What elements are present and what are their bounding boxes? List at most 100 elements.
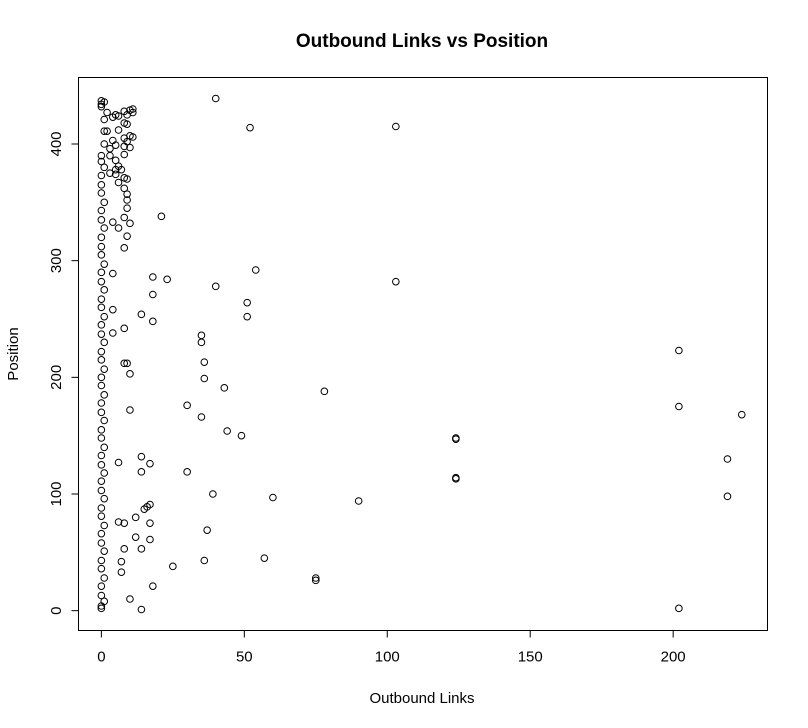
- data-point: [97, 189, 106, 197]
- data-point: [97, 434, 106, 442]
- data-point: [163, 275, 171, 284]
- y-tick-label: 100: [48, 481, 65, 506]
- data-point: [260, 554, 269, 562]
- data-point: [97, 461, 106, 469]
- data-point: [97, 582, 106, 590]
- data-point: [120, 150, 129, 159]
- data-point: [675, 346, 683, 355]
- y-tick-label: 200: [48, 365, 65, 390]
- data-point: [97, 171, 106, 180]
- x-tick-label: 100: [375, 649, 400, 666]
- data-point: [203, 526, 211, 534]
- data-point: [100, 547, 109, 555]
- data-point: [126, 143, 134, 152]
- data-point: [97, 295, 106, 303]
- data-point: [117, 557, 126, 566]
- data-point: [97, 242, 106, 251]
- data-point: [97, 539, 106, 547]
- data-point: [197, 331, 206, 340]
- data-point: [103, 127, 111, 135]
- data-point: [452, 435, 460, 443]
- x-tick-label: 50: [236, 649, 253, 666]
- data-point: [100, 286, 109, 294]
- data-point: [120, 324, 129, 333]
- data-point: [126, 595, 134, 603]
- data-point: [97, 399, 106, 407]
- data-point: [103, 108, 111, 117]
- data-point: [126, 406, 134, 414]
- data-point: [137, 545, 146, 553]
- data-point: [392, 122, 400, 131]
- data-point: [106, 144, 114, 153]
- data-point: [111, 170, 120, 179]
- data-point: [100, 312, 109, 321]
- y-tick-label: 300: [48, 248, 65, 273]
- data-point: [106, 169, 114, 177]
- data-point: [100, 163, 109, 172]
- data-point: [123, 196, 131, 204]
- data-point: [114, 126, 123, 134]
- data-point: [320, 387, 329, 396]
- data-point: [237, 431, 246, 440]
- data-point: [169, 562, 177, 571]
- data-point: [114, 518, 123, 526]
- data-point: [109, 136, 117, 145]
- data-point: [97, 604, 106, 613]
- data-point: [109, 218, 117, 226]
- data-point: [137, 452, 146, 461]
- data-point: [311, 576, 320, 585]
- data-point: [114, 112, 123, 120]
- data-point: [97, 181, 106, 189]
- data-point: [737, 410, 746, 419]
- data-point: [211, 94, 220, 103]
- data-point: [100, 521, 109, 530]
- data-points: [97, 94, 746, 614]
- data-point: [100, 115, 109, 124]
- data-point: [123, 120, 131, 128]
- data-point: [243, 312, 251, 321]
- data-point: [100, 140, 109, 148]
- data-point: [97, 591, 106, 600]
- data-point: [243, 298, 251, 307]
- data-point: [97, 206, 106, 215]
- data-point: [129, 133, 137, 141]
- data-point: [723, 455, 732, 463]
- data-point: [246, 123, 254, 132]
- data-point: [100, 224, 109, 232]
- data-point: [97, 251, 106, 259]
- data-point: [114, 178, 123, 187]
- x-axis-label: Outbound Links: [369, 690, 474, 707]
- data-point: [354, 497, 363, 505]
- data-point: [100, 338, 109, 347]
- data-point: [97, 233, 106, 242]
- data-point: [120, 134, 129, 142]
- y-tick-label: 0: [48, 606, 65, 614]
- data-point: [137, 468, 146, 476]
- data-point: [211, 282, 220, 291]
- data-point: [146, 535, 154, 544]
- y-tick-label: 400: [48, 131, 65, 156]
- data-point: [183, 468, 191, 476]
- data-point: [200, 374, 209, 383]
- data-point: [100, 365, 109, 373]
- data-point: [100, 469, 109, 477]
- data-point: [220, 384, 229, 392]
- x-tick-label: 200: [661, 649, 686, 666]
- data-point: [126, 219, 134, 228]
- data-point: [97, 216, 106, 224]
- chart-title: Outbound Links vs Position: [296, 31, 548, 52]
- data-point: [97, 451, 106, 460]
- data-point: [97, 564, 106, 573]
- data-point: [129, 108, 137, 117]
- x-axis: 0 50 100 150 200: [97, 630, 686, 666]
- data-point: [146, 459, 154, 468]
- data-point: [311, 574, 320, 582]
- data-point: [97, 157, 106, 166]
- data-point: [149, 317, 157, 326]
- data-point: [109, 269, 117, 278]
- data-point: [392, 277, 400, 286]
- plot-frame: [78, 77, 768, 631]
- data-point: [97, 529, 106, 538]
- data-point: [200, 358, 209, 366]
- data-point: [149, 273, 157, 281]
